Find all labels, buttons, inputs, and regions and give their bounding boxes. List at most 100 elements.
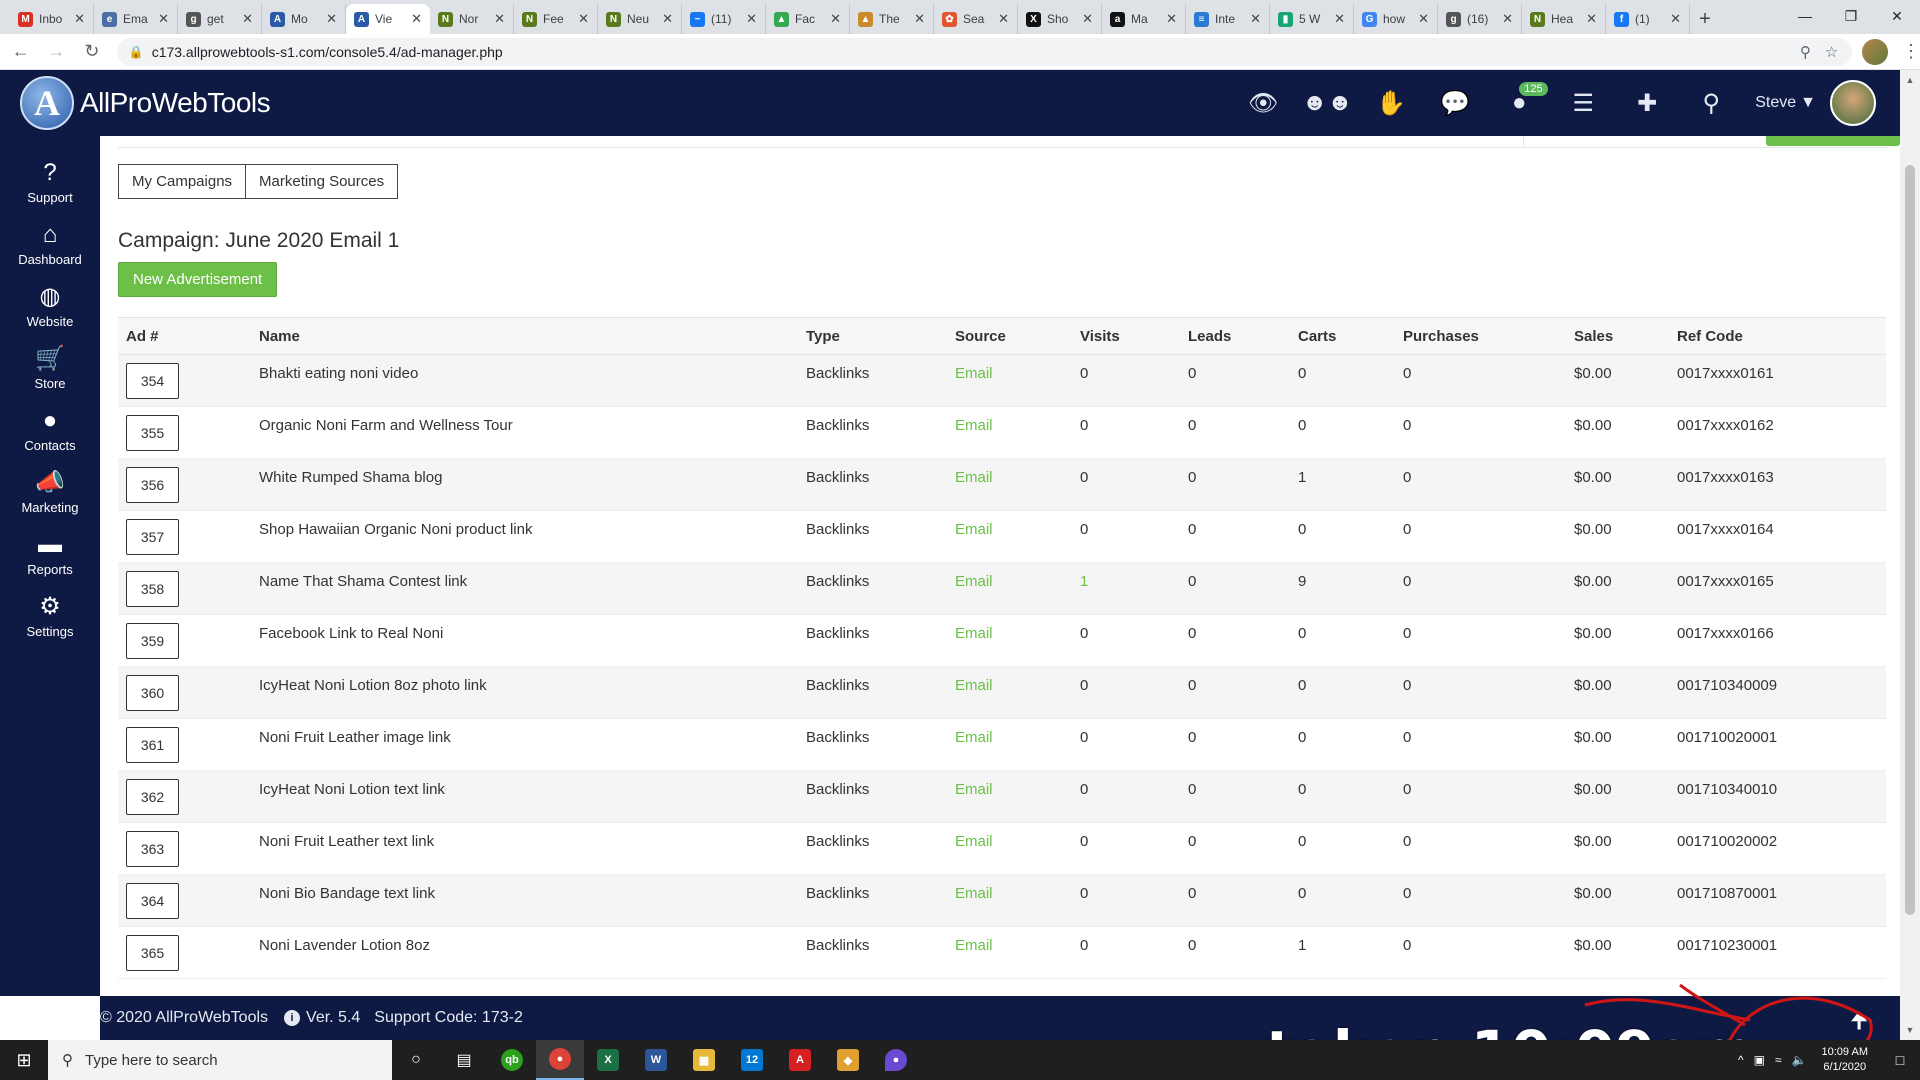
action-button-partial[interactable] (1766, 136, 1900, 146)
close-icon[interactable]: ✕ (998, 11, 1009, 26)
excel-icon[interactable]: X (584, 1040, 632, 1080)
source-value[interactable]: Email (955, 937, 993, 954)
ad-number-button[interactable]: 364 (126, 883, 179, 919)
ad-number-button[interactable]: 359 (126, 623, 179, 659)
ad-number-button[interactable]: 365 (126, 935, 179, 971)
chat-icon[interactable]: 💬 (1440, 89, 1471, 117)
avatar[interactable] (1830, 80, 1876, 126)
close-icon[interactable]: ✕ (1250, 11, 1261, 26)
close-icon[interactable]: ✕ (1670, 11, 1681, 26)
close-icon[interactable]: ✕ (326, 11, 337, 26)
new-tab-icon[interactable]: + (1699, 7, 1711, 30)
source-value[interactable]: Email (955, 365, 993, 382)
restore-icon[interactable]: ❐ (1844, 7, 1858, 24)
browser-tab[interactable]: X Sho ✕ (1018, 4, 1102, 34)
ad-number-button[interactable]: 355 (126, 415, 179, 451)
close-icon[interactable]: ✕ (411, 11, 422, 26)
close-icon[interactable]: ✕ (1082, 11, 1093, 26)
source-value[interactable]: Email (955, 729, 993, 746)
sidebar-item-settings[interactable]: ⚙ Settings (0, 584, 100, 646)
close-icon[interactable]: ✕ (830, 11, 841, 26)
close-icon[interactable]: ✕ (494, 11, 505, 26)
sidebar-item-marketing[interactable]: 📣 Marketing (0, 460, 100, 522)
browser-tab[interactable]: g get ✕ (178, 4, 262, 34)
close-icon[interactable]: ✕ (158, 11, 169, 26)
volume-icon[interactable]: 🔈 (1791, 1053, 1807, 1067)
bookmark-star-icon[interactable]: ☆ (1824, 43, 1839, 61)
task-list-icon[interactable]: ☰ (1572, 89, 1594, 117)
reload-icon[interactable]: ↻ (84, 41, 100, 61)
user-menu[interactable]: Steve ▼ (1755, 94, 1816, 112)
source-value[interactable]: Email (955, 625, 993, 642)
column-header[interactable]: Name (251, 317, 798, 355)
source-value[interactable]: Email (955, 521, 993, 538)
zoom-icon[interactable]: ⚲ (1799, 43, 1811, 61)
minimize-icon[interactable]: — (1798, 8, 1812, 24)
page-scrollbar[interactable]: ▲ ▼ (1900, 70, 1920, 1040)
browser-tab[interactable]: f (1) ✕ (1606, 4, 1690, 34)
acrobat-icon[interactable]: A (776, 1040, 824, 1080)
tray-chevron-icon[interactable]: ^ (1737, 1053, 1744, 1067)
column-header[interactable]: Source (947, 317, 1072, 355)
app-logo[interactable]: A AllProWebTools (20, 76, 271, 130)
source-value[interactable]: Email (955, 573, 993, 590)
column-header[interactable]: Leads (1180, 317, 1290, 355)
close-icon[interactable]: ✕ (746, 11, 757, 26)
url-input[interactable]: 🔒 c173.allprowebtools-s1.com/console5.4/… (116, 37, 1853, 66)
close-icon[interactable]: ✕ (242, 11, 253, 26)
close-icon[interactable]: ✕ (74, 11, 85, 26)
tab-my-campaigns[interactable]: My Campaigns (118, 164, 247, 199)
column-header[interactable]: Carts (1290, 317, 1395, 355)
tray-app-icon[interactable]: ▣ (1753, 1053, 1765, 1067)
browser-tab[interactable]: ≡ Inte ✕ (1186, 4, 1270, 34)
sidebar-item-website[interactable]: ◍ Website (0, 274, 100, 336)
users-icon[interactable]: ☻☻ (1301, 89, 1353, 116)
drop-app-icon[interactable]: ● (872, 1040, 920, 1080)
ad-number-button[interactable]: 361 (126, 727, 179, 763)
wifi-icon[interactable]: ≈ (1774, 1053, 1782, 1067)
browser-profile-icon[interactable] (1862, 38, 1888, 65)
sidebar-item-reports[interactable]: ▬ Reports (0, 522, 100, 584)
ad-number-button[interactable]: 362 (126, 779, 179, 815)
source-value[interactable]: Email (955, 781, 993, 798)
browser-tab[interactable]: ~ (11) ✕ (682, 4, 766, 34)
source-value[interactable]: Email (955, 417, 993, 434)
close-window-icon[interactable]: ✕ (1891, 7, 1903, 24)
scrollbar-thumb[interactable] (1905, 165, 1915, 915)
close-icon[interactable]: ✕ (1334, 11, 1345, 26)
source-value[interactable]: Email (955, 833, 993, 850)
browser-tab[interactable]: g (16) ✕ (1438, 4, 1522, 34)
word-icon[interactable]: W (632, 1040, 680, 1080)
forward-icon[interactable]: → (47, 41, 66, 61)
browser-tab[interactable]: N Hea ✕ (1522, 4, 1606, 34)
taskbar-clock[interactable]: 10:09 AM 6/1/2020 (1822, 1045, 1868, 1075)
mail-icon[interactable]: 12 (728, 1040, 776, 1080)
column-header[interactable]: Purchases (1395, 317, 1566, 355)
browser-tab[interactable]: ▮ 5 W ✕ (1270, 4, 1354, 34)
ad-number-button[interactable]: 360 (126, 675, 179, 711)
browser-tab[interactable]: ▲ Fac ✕ (766, 4, 850, 34)
browser-tab[interactable]: N Neu ✕ (598, 4, 682, 34)
sidebar-item-store[interactable]: 🛒 Store (0, 336, 100, 398)
cortana-icon[interactable]: ○ (411, 1051, 421, 1068)
column-header[interactable]: Visits (1072, 317, 1180, 355)
browser-tab[interactable]: M Inbo ✕ (10, 4, 94, 34)
ad-number-button[interactable]: 363 (126, 831, 179, 867)
sidebar-item-contacts[interactable]: ● Contacts (0, 398, 100, 460)
chrome-icon[interactable]: ● (536, 1040, 584, 1080)
close-icon[interactable]: ✕ (662, 11, 673, 26)
column-header[interactable]: Type (798, 317, 947, 355)
close-icon[interactable]: ✕ (578, 11, 589, 26)
quickbooks-icon[interactable]: qb (488, 1040, 536, 1080)
browser-tab[interactable]: a Ma ✕ (1102, 4, 1186, 34)
column-header[interactable]: Ref Code (1669, 317, 1886, 355)
column-header[interactable]: Ad # (118, 317, 251, 355)
ad-number-button[interactable]: 358 (126, 571, 179, 607)
sidebar-item-dashboard[interactable]: ⌂ Dashboard (0, 212, 100, 274)
browser-tab[interactable]: e Ema ✕ (94, 4, 178, 34)
handshake-icon[interactable]: ✋ (1376, 89, 1407, 117)
ad-number-button[interactable]: 357 (126, 519, 179, 555)
app-icon[interactable]: ◆ (824, 1040, 872, 1080)
taskbar-search-input[interactable]: ⚲ Type here to search (48, 1040, 392, 1080)
